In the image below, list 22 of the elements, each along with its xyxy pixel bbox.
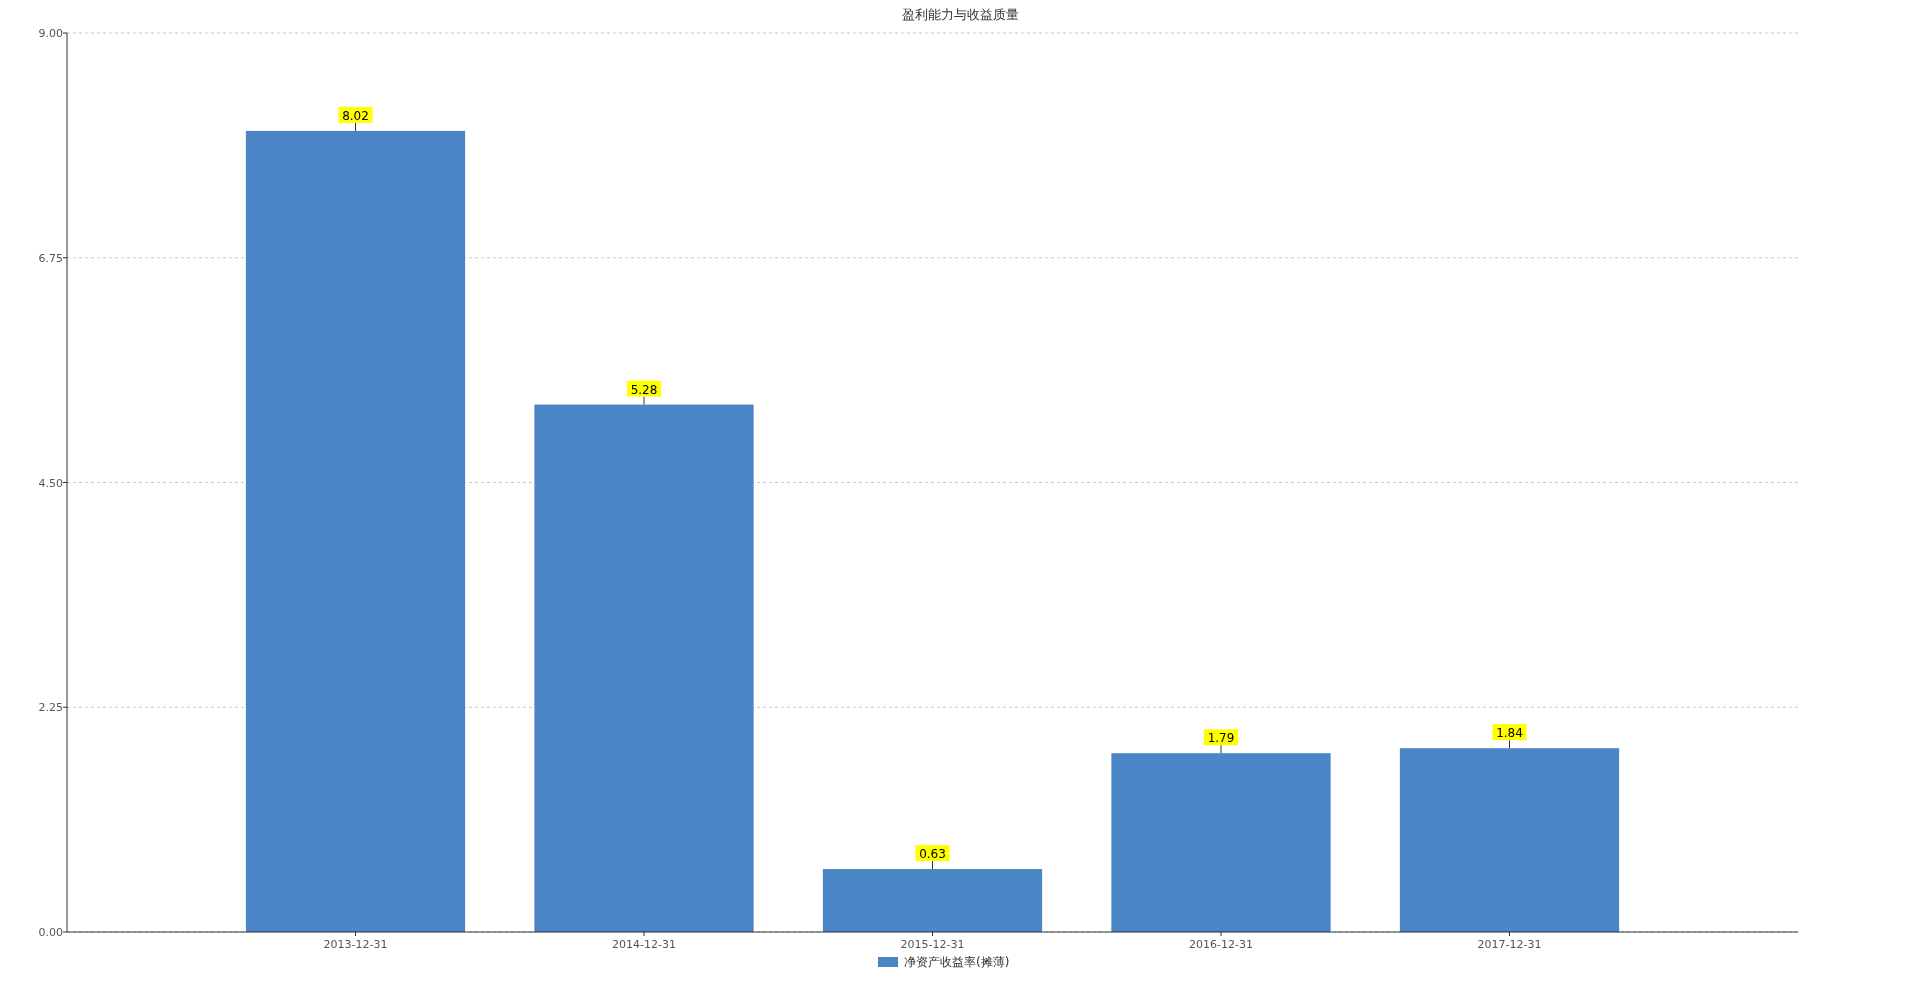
bar (822, 869, 1043, 932)
x-tick-label: 2014-12-31 (612, 938, 676, 951)
data-label: 8.02 (342, 108, 369, 123)
x-tick-label: 2017-12-31 (1477, 938, 1542, 951)
y-tick-label: 6.75 (38, 251, 63, 265)
data-label: 1.79 (1207, 731, 1235, 746)
legend-label: 净资产收益率(摊薄) (904, 955, 1010, 969)
bar (1399, 748, 1620, 932)
y-tick-label: 0.00 (38, 926, 63, 939)
data-label: 5.28 (630, 382, 658, 397)
data-label: 0.63 (919, 847, 946, 862)
bar (245, 130, 466, 932)
x-tick-label: 2016-12-31 (1189, 938, 1253, 951)
x-tick-label: 2013-12-31 (323, 938, 388, 951)
y-tick-label: 2.25 (38, 701, 63, 715)
data-label: 1.84 (1496, 726, 1523, 741)
y-tick-label: 9.00 (38, 27, 63, 40)
chart-title: 盈利能力与收益质量 (901, 7, 1019, 22)
bar (534, 404, 754, 932)
x-tick-label: 2015-12-31 (900, 938, 965, 951)
y-tick-label: 4.50 (38, 476, 63, 490)
bar (1111, 753, 1331, 932)
